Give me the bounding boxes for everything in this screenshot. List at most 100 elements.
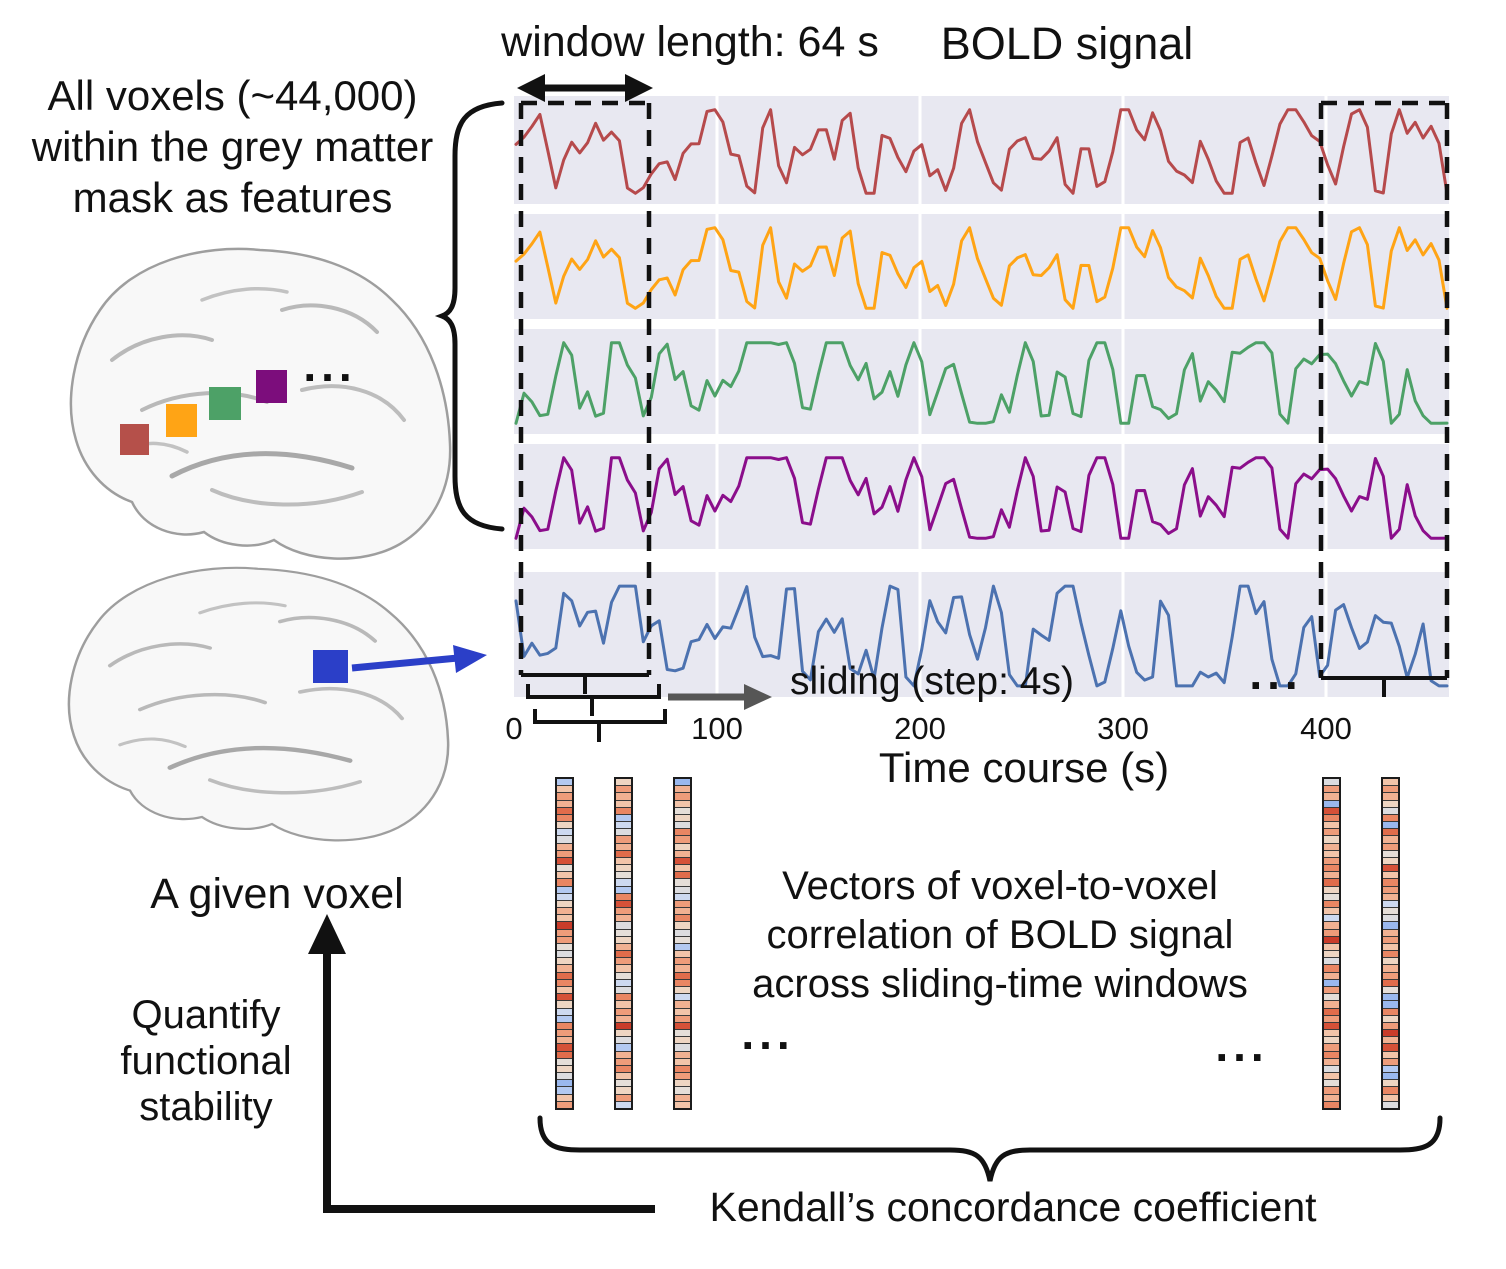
feature-voxel-square-2 (166, 404, 197, 437)
correlation-cell (616, 1043, 631, 1051)
correlation-cell (675, 835, 690, 843)
correlation-cell (616, 921, 631, 929)
feature-voxel-squares (120, 370, 287, 455)
voxel-pointer-arrow-icon (351, 645, 487, 673)
correlation-cell (1324, 1000, 1339, 1008)
correlation-cell (675, 806, 690, 814)
correlation-cell (616, 1100, 631, 1108)
correlation-cell (616, 950, 631, 958)
correlation-cell (1324, 813, 1339, 822)
correlation-cell (675, 942, 690, 951)
correlation-cell (557, 835, 572, 843)
correlation-cell (675, 950, 690, 958)
correlation-cell (675, 856, 690, 865)
correlation-cell (616, 821, 631, 829)
correlation-cell (1383, 1086, 1398, 1094)
window-brackets (521, 673, 667, 742)
feature-voxel-square-4 (256, 370, 287, 403)
correlation-cell (557, 935, 572, 943)
correlation-cell (557, 1050, 572, 1058)
correlation-cell (1324, 856, 1339, 865)
bottom-curly-brace (537, 1115, 1443, 1182)
correlation-cell (1324, 985, 1339, 994)
correlation-cell (675, 914, 690, 922)
correlation-cell (1324, 1093, 1339, 1101)
plot-traces-layer (514, 108, 1449, 688)
correlation-cell (1383, 806, 1398, 814)
correlation-cell (675, 978, 690, 986)
correlation-cell (557, 779, 572, 786)
sliding-step-label: sliding (step: 4s) (790, 660, 1074, 703)
feature-voxel-square-3 (209, 387, 241, 420)
window-bracket-right (1321, 676, 1447, 697)
correlation-cell (557, 993, 572, 1001)
correlation-cell (1324, 842, 1339, 850)
plot-panels-layer (514, 96, 1449, 697)
correlation-cell (675, 821, 690, 829)
correlation-cell (1383, 1014, 1398, 1022)
correlation-cell (1324, 792, 1339, 800)
correlation-cell (1324, 971, 1339, 979)
correlation-cell (1324, 1036, 1339, 1044)
correlation-cell (557, 878, 572, 886)
correlation-cell (1383, 1057, 1398, 1065)
correlation-cell (1383, 792, 1398, 800)
correlation-cell (675, 964, 690, 972)
correlation-cell (675, 779, 690, 786)
correlation-cell (557, 1014, 572, 1022)
correlation-cell (1383, 907, 1398, 915)
correlation-cell (675, 907, 690, 915)
correlation-cell (616, 907, 631, 915)
correlation-cell (557, 985, 572, 994)
correlation-cell (557, 1057, 572, 1065)
correlation-cell (616, 1007, 631, 1015)
correlation-cell (675, 1064, 690, 1073)
correlation-cell (1324, 914, 1339, 922)
correlation-vector-column-4 (1322, 777, 1341, 1110)
correlation-cell (1383, 957, 1398, 965)
correlation-cell (1383, 864, 1398, 872)
correlation-cell (616, 835, 631, 843)
correlation-cell (616, 899, 631, 908)
correlation-cell (675, 971, 690, 979)
correlation-cell (557, 821, 572, 829)
correlation-cell (557, 928, 572, 936)
correlation-cell (1324, 993, 1339, 1001)
correlation-cell (1324, 871, 1339, 879)
correlation-cell (1383, 1100, 1398, 1108)
trace-given-voxel-blue (514, 584, 1449, 688)
correlation-cell (616, 864, 631, 872)
correlation-cell (675, 957, 690, 965)
correlation-cell (557, 899, 572, 908)
correlation-cell (1324, 849, 1339, 857)
plot-title: BOLD signal (940, 18, 1194, 69)
correlation-cell (616, 813, 631, 822)
correlation-cell (675, 864, 690, 872)
trace-voxel-purple (514, 456, 1449, 540)
x-tick-labels: 0 100 200 300 400 (0, 711, 1506, 751)
correlation-cell (616, 792, 631, 800)
correlation-cell (1324, 828, 1339, 836)
x-tick-400: 400 (1300, 711, 1352, 746)
correlation-cell (1383, 849, 1398, 857)
correlation-cell (1324, 1014, 1339, 1022)
correlation-cell (616, 878, 631, 886)
correlation-cell (1383, 779, 1398, 786)
correlation-cell (616, 942, 631, 951)
ellipsis-blue-row: ... (1249, 647, 1303, 699)
correlation-cell (616, 885, 631, 893)
correlation-cell (557, 957, 572, 965)
correlation-cell (1324, 1086, 1339, 1094)
correlation-cell (557, 849, 572, 857)
correlation-cell (675, 928, 690, 936)
correlation-cell (616, 1093, 631, 1101)
correlation-cell (1383, 785, 1398, 793)
correlation-cell (616, 971, 631, 979)
correlation-cell (675, 878, 690, 886)
x-tick-200: 200 (894, 711, 946, 746)
correlation-cell (616, 806, 631, 814)
correlation-cell (557, 806, 572, 814)
trace-voxel-orange (514, 226, 1449, 310)
x-tick-0: 0 (505, 711, 523, 746)
correlation-cell (557, 1021, 572, 1030)
